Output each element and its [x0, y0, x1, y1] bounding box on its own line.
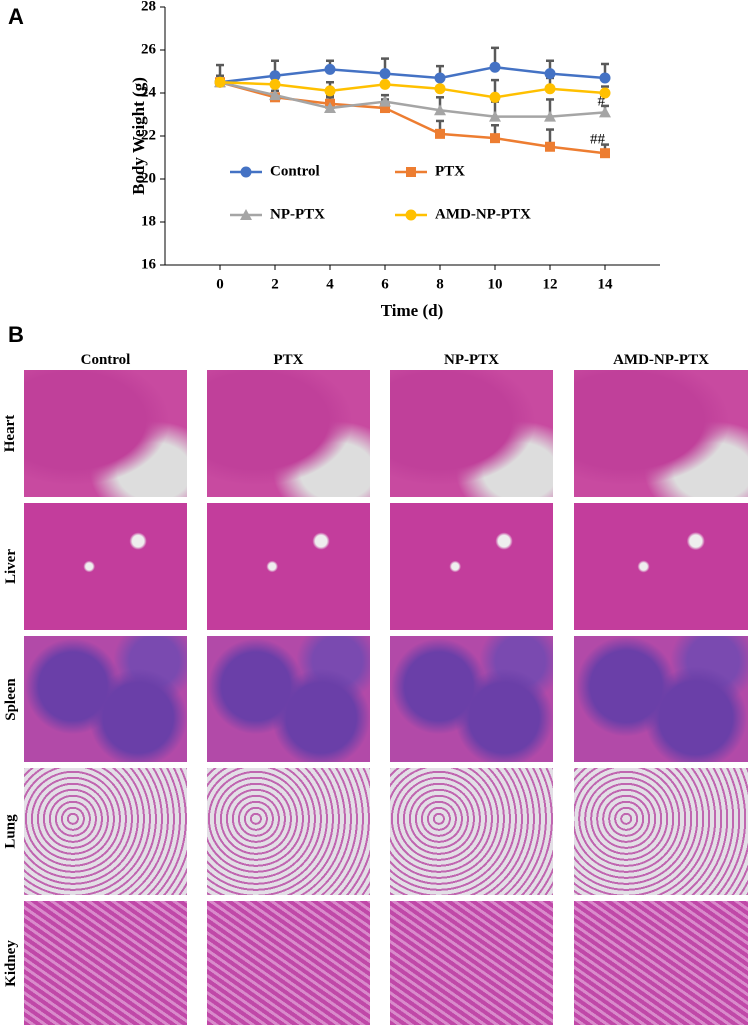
histology-image — [24, 768, 187, 895]
row-label: Kidney — [0, 901, 22, 1025]
histology-image — [207, 503, 370, 630]
marker — [489, 61, 501, 73]
row-label: Lung — [0, 768, 22, 895]
panel-label: A — [8, 4, 24, 29]
histology-image — [24, 370, 187, 497]
histology-image — [24, 901, 187, 1025]
marker — [544, 83, 556, 95]
marker — [545, 141, 555, 152]
y-tick-label: 26 — [141, 41, 157, 57]
legend-label: AMD-NP-PTX — [435, 206, 531, 222]
marker — [405, 209, 417, 221]
histology-image — [207, 370, 370, 497]
column-header: AMD-NP-PTX — [613, 352, 709, 368]
row-label-text: Spleen — [2, 677, 19, 721]
marker — [269, 70, 281, 82]
histology-image — [207, 636, 370, 762]
marker — [240, 209, 252, 220]
marker — [379, 95, 391, 107]
x-tick-label: 2 — [271, 276, 279, 292]
histology-image — [207, 768, 370, 895]
marker — [269, 89, 281, 101]
legend-label: Control — [270, 163, 320, 179]
marker — [490, 133, 500, 144]
marker — [599, 72, 611, 84]
x-tick-label: 14 — [598, 276, 614, 292]
row-label-text: Heart — [2, 414, 19, 453]
marker — [434, 83, 446, 95]
histology-image — [390, 503, 553, 630]
legend-label: PTX — [435, 163, 465, 179]
histology-image — [574, 370, 748, 497]
marker — [324, 85, 336, 97]
x-tick-label: 6 — [381, 276, 389, 292]
row-label-text: Lung — [2, 814, 19, 849]
histology-image — [390, 901, 553, 1025]
histology-image — [390, 636, 553, 762]
marker — [599, 87, 611, 99]
x-tick-label: 10 — [488, 276, 503, 292]
marker — [406, 167, 416, 177]
marker — [379, 78, 391, 90]
legend-label: NP-PTX — [270, 206, 325, 222]
marker — [544, 68, 556, 80]
y-tick-label: 22 — [141, 127, 156, 143]
histology-image — [574, 503, 748, 630]
marker — [489, 110, 501, 122]
marker — [544, 110, 556, 122]
histology-image — [207, 901, 370, 1025]
histology-image — [574, 901, 748, 1025]
marker — [489, 91, 501, 103]
y-tick-label: 20 — [141, 170, 156, 186]
column-header: NP-PTX — [444, 352, 499, 368]
marker — [214, 76, 226, 88]
row-label: Liver — [0, 503, 22, 630]
x-tick-label: 8 — [436, 276, 444, 292]
series-line — [219, 65, 606, 84]
marker — [434, 104, 446, 116]
marker — [240, 166, 252, 178]
marker — [600, 148, 610, 159]
marker — [324, 102, 336, 114]
marker — [380, 103, 390, 114]
marker — [324, 63, 336, 75]
series-line — [219, 81, 606, 99]
y-tick-label: 16 — [141, 256, 157, 272]
x-tick-label: 12 — [543, 276, 558, 292]
row-label: Spleen — [0, 636, 22, 762]
column-header: PTX — [273, 352, 304, 368]
marker — [269, 78, 281, 90]
y-tick-label: 24 — [141, 84, 157, 100]
histology-image — [390, 370, 553, 497]
marker — [435, 128, 445, 139]
column-header: Control — [80, 352, 131, 368]
y-tick-label: 28 — [141, 0, 156, 14]
row-label-text: Kidney — [2, 939, 19, 987]
y-axis-title: Body Weight (g) — [129, 77, 148, 195]
histology-image — [24, 636, 187, 762]
marker — [379, 68, 391, 80]
x-tick-label: 4 — [326, 276, 334, 292]
row-label: Heart — [0, 370, 22, 497]
panel-label: B — [8, 322, 24, 347]
series-line — [219, 81, 606, 118]
histology-image — [390, 768, 553, 895]
x-axis-title: Time (d) — [381, 301, 444, 320]
marker — [599, 106, 611, 118]
histology-image — [574, 636, 748, 762]
annotation: # — [598, 93, 606, 109]
histology-image — [574, 768, 748, 895]
chart: Body Weight (g) Time (d) # ## 1618202224… — [129, 0, 660, 320]
histology-image — [24, 503, 187, 630]
marker — [434, 72, 446, 84]
y-tick-label: 18 — [141, 213, 156, 229]
x-tick-label: 0 — [216, 276, 224, 292]
row-label-text: Liver — [2, 549, 19, 584]
